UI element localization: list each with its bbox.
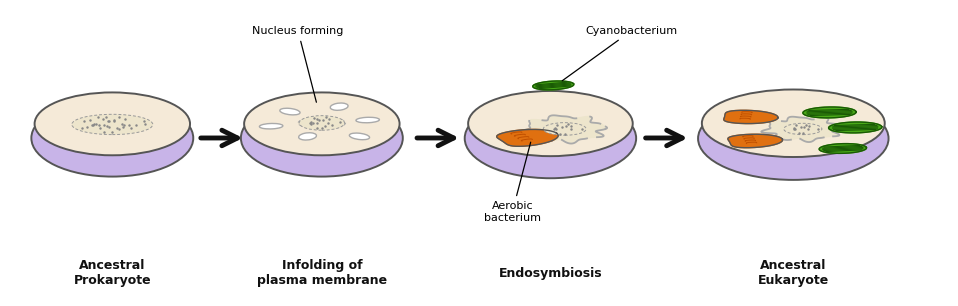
Ellipse shape <box>298 117 346 129</box>
Ellipse shape <box>244 92 399 155</box>
Ellipse shape <box>299 133 316 140</box>
Ellipse shape <box>465 98 636 178</box>
Ellipse shape <box>280 108 300 115</box>
Ellipse shape <box>240 99 402 177</box>
Ellipse shape <box>34 92 190 155</box>
Polygon shape <box>533 81 574 90</box>
Ellipse shape <box>331 103 348 110</box>
Polygon shape <box>723 110 778 124</box>
Ellipse shape <box>350 133 370 140</box>
Ellipse shape <box>784 123 822 135</box>
Ellipse shape <box>468 91 632 156</box>
Ellipse shape <box>543 123 586 135</box>
Ellipse shape <box>72 114 152 135</box>
Text: Cyanobacterium: Cyanobacterium <box>562 26 677 81</box>
Polygon shape <box>762 117 843 142</box>
Ellipse shape <box>356 117 379 123</box>
Ellipse shape <box>299 116 345 130</box>
Ellipse shape <box>698 97 889 180</box>
Ellipse shape <box>702 89 885 157</box>
Text: Infolding of
plasma membrane: Infolding of plasma membrane <box>257 259 387 287</box>
Text: Aerobic
bacterium: Aerobic bacterium <box>484 142 541 223</box>
Polygon shape <box>728 134 783 148</box>
Polygon shape <box>803 107 856 118</box>
Text: Endosymbiosis: Endosymbiosis <box>498 267 603 280</box>
Text: Nucleus forming: Nucleus forming <box>252 26 344 102</box>
Ellipse shape <box>32 99 194 177</box>
Polygon shape <box>819 144 866 153</box>
Ellipse shape <box>260 123 283 129</box>
Polygon shape <box>829 122 881 133</box>
Text: Ancestral
Eukaryote: Ancestral Eukaryote <box>758 259 829 287</box>
Polygon shape <box>496 129 559 146</box>
Polygon shape <box>520 115 607 144</box>
Text: Ancestral
Prokaryote: Ancestral Prokaryote <box>74 259 151 287</box>
